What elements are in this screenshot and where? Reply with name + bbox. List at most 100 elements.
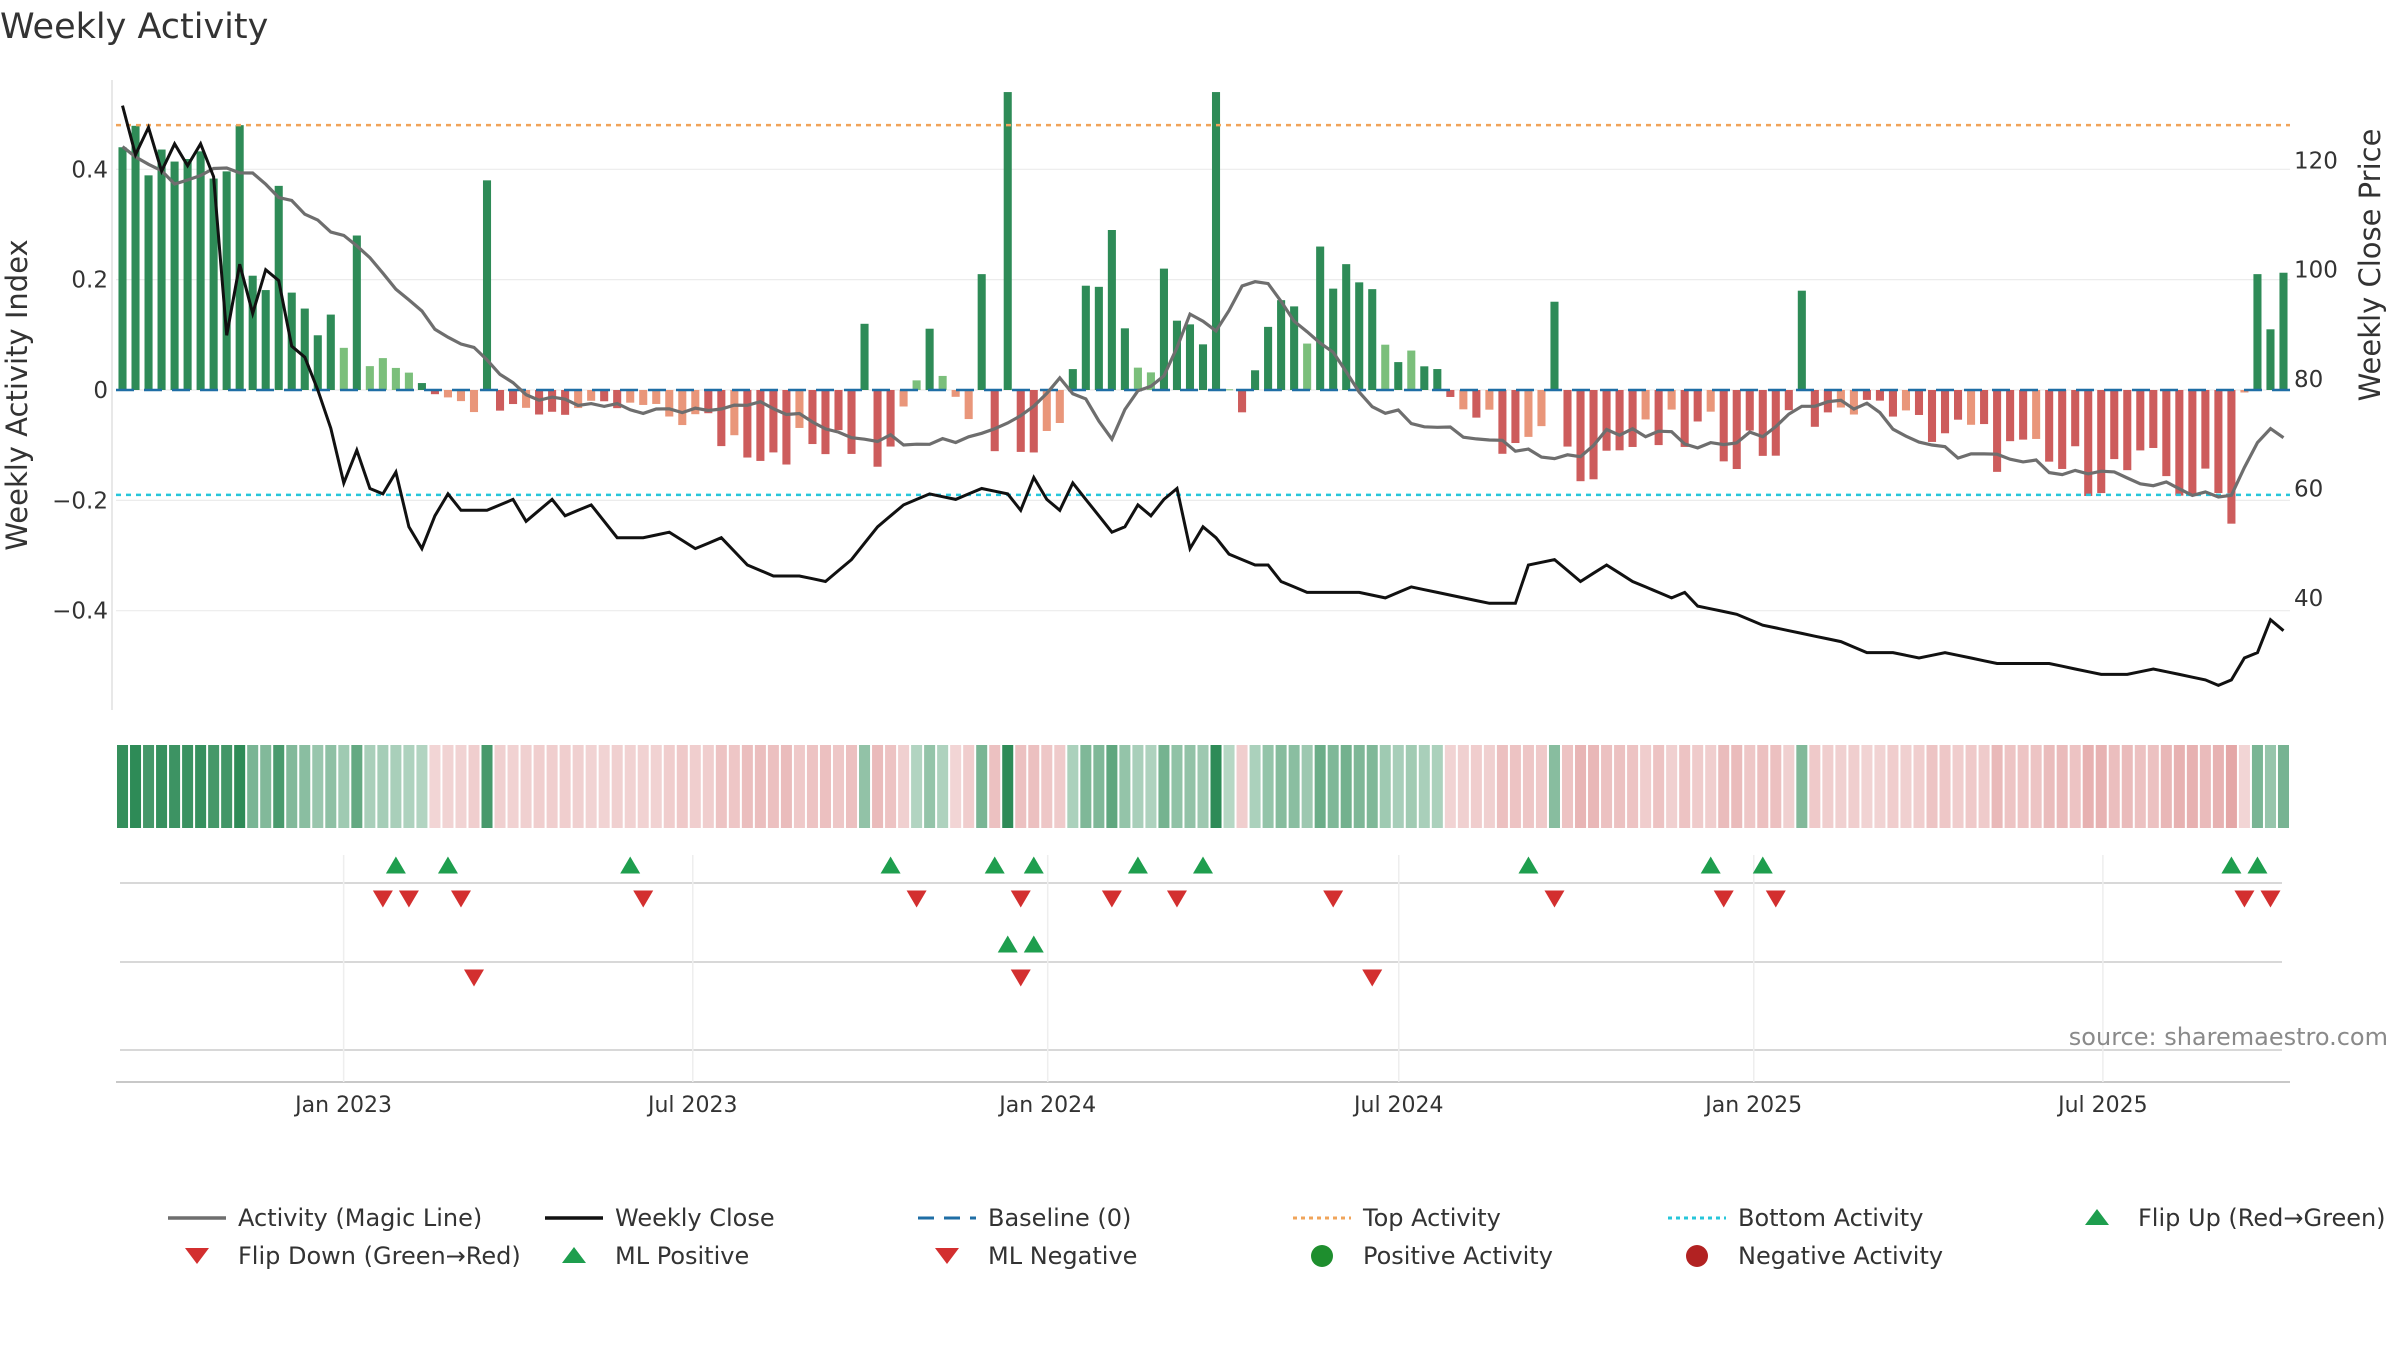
strip-cell <box>195 745 207 828</box>
activity-bar <box>365 366 374 390</box>
activity-bar <box>1485 390 1494 410</box>
activity-bar <box>2201 390 2210 469</box>
strip-cell <box>234 745 246 828</box>
strip-cell <box>572 745 584 828</box>
flip-down-marker <box>1544 890 1565 908</box>
legend-label: Bottom Activity <box>1738 1204 1923 1232</box>
activity-bar <box>600 390 609 402</box>
strip-cell <box>1548 745 1560 828</box>
strip-cell <box>1457 745 1469 828</box>
legend-label: Weekly Close <box>615 1204 775 1232</box>
strip-cell <box>1327 745 1339 828</box>
strip-cell <box>2134 745 2146 828</box>
activity-bar <box>1433 369 1442 390</box>
activity-bar <box>912 380 921 390</box>
activity-bar <box>1967 390 1976 425</box>
activity-bars <box>118 92 2288 524</box>
activity-bar <box>860 323 869 390</box>
activity-bar <box>222 171 231 390</box>
flip-up-marker <box>1700 856 1721 874</box>
activity-bar <box>1238 390 1247 413</box>
strip-cell <box>2004 745 2016 828</box>
strip-cell <box>351 745 363 828</box>
activity-bar <box>1654 390 1663 446</box>
strip-cell <box>273 745 285 828</box>
activity-bar <box>704 390 713 414</box>
activity-bar <box>235 125 244 390</box>
strip-cell <box>2043 745 2055 828</box>
legend-swatch <box>1311 1245 1333 1267</box>
activity-bar <box>2214 390 2223 494</box>
strip-cell <box>976 745 988 828</box>
strip-cell <box>924 745 936 828</box>
activity-bar <box>730 390 739 436</box>
strip-cell <box>507 745 519 828</box>
strip-cell <box>937 745 949 828</box>
activity-bar <box>509 390 518 405</box>
strip-cell <box>1028 745 1040 828</box>
strip-cell <box>1848 745 1860 828</box>
activity-bar <box>1680 390 1689 447</box>
source-credit: source: sharemaestro.com <box>2069 1023 2388 1051</box>
strip-cell <box>1470 745 1482 828</box>
flip-up-marker <box>2247 856 2268 874</box>
flip-up-marker <box>1023 856 1044 874</box>
activity-bar <box>652 390 661 404</box>
activity-bar <box>1563 390 1572 447</box>
flip-down-marker <box>1010 890 1031 908</box>
strip-cell <box>221 745 233 828</box>
activity-bar <box>1810 390 1819 427</box>
activity-bar <box>157 149 166 390</box>
magic-line <box>121 145 2285 499</box>
strip-cell <box>442 745 454 828</box>
weekly-close-line <box>121 105 2285 688</box>
legend-label: Baseline (0) <box>988 1204 1131 1232</box>
activity-bar <box>1394 362 1403 390</box>
strip-cell <box>1132 745 1144 828</box>
strip-cell <box>1978 745 1990 828</box>
strip-cell <box>1145 745 1157 828</box>
legend-label: Activity (Magic Line) <box>238 1204 482 1232</box>
legend-label: Negative Activity <box>1738 1242 1943 1270</box>
ml-positive-marker <box>1023 935 1044 953</box>
activity-bar <box>613 390 622 409</box>
strip-cell <box>780 745 792 828</box>
activity-bar <box>2175 390 2184 496</box>
activity-bar <box>587 390 596 401</box>
strip-cell <box>2238 745 2250 828</box>
activity-bar <box>1901 390 1911 411</box>
event-markers <box>116 855 2290 1083</box>
activity-bar <box>795 390 804 428</box>
activity-bar <box>248 275 257 390</box>
strip-cell <box>130 745 142 828</box>
activity-bar <box>1342 264 1351 390</box>
strip-cell <box>1952 745 1964 828</box>
strip-cell <box>1627 745 1639 828</box>
flip-down-marker <box>633 890 654 908</box>
legend: Activity (Magic Line) Weekly Close Baselin… <box>168 1204 2386 1270</box>
strip-cell <box>872 745 884 828</box>
strip-cell <box>1939 745 1951 828</box>
activity-bar <box>170 161 179 390</box>
strip-cell <box>1080 745 1092 828</box>
strip-cell <box>702 745 714 828</box>
strip-cell <box>1861 745 1873 828</box>
activity-bar <box>1732 390 1741 470</box>
activity-bar <box>443 390 452 398</box>
strip-cell <box>624 745 636 828</box>
activity-bar <box>1537 390 1546 427</box>
activity-bar <box>1615 390 1624 451</box>
activity-bar <box>756 390 765 461</box>
flip-up-marker <box>1752 856 1773 874</box>
activity-bar <box>743 390 752 458</box>
strip-cell <box>741 745 753 828</box>
strip-cell <box>1614 745 1626 828</box>
activity-bar <box>1459 390 1468 410</box>
strip-cell <box>1067 745 1079 828</box>
strip-cell <box>156 745 168 828</box>
strip-cell <box>2186 745 2198 828</box>
strip-cell <box>1002 745 1014 828</box>
activity-bar <box>2266 329 2275 390</box>
activity-bar <box>1576 390 1585 482</box>
